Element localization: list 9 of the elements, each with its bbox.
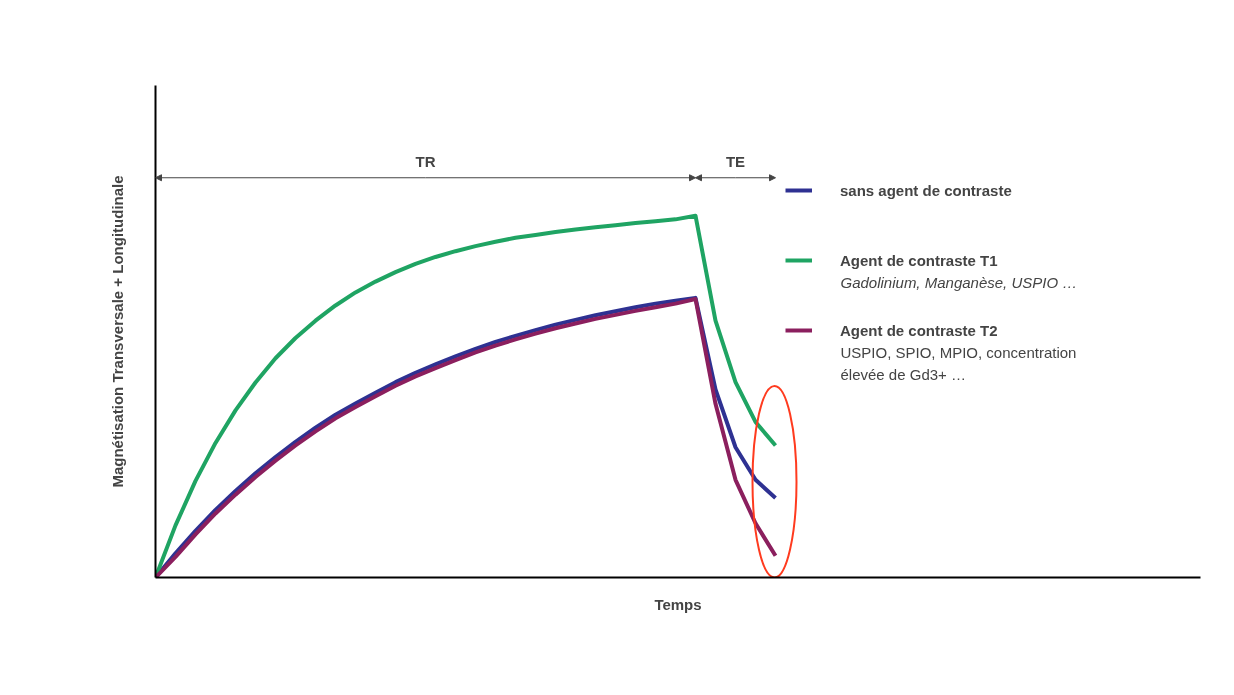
text: Gadolinium, Manganèse, USPIO … [840,274,1078,291]
legend-label: Agent de contraste T1 [840,250,998,270]
text: USPIO, SPIO, MPIO, concentration élevée de Gd3+ … [840,344,1077,383]
x-axis-title: Temps [654,595,702,613]
legend-label: Agent de contraste T2 [840,320,998,340]
text: TE [725,152,746,170]
text: TR [415,152,436,170]
legend-label: sans agent de contraste [840,180,1012,200]
y-axis-title: Magnétisation Transversale + Longitudinale [108,175,126,488]
